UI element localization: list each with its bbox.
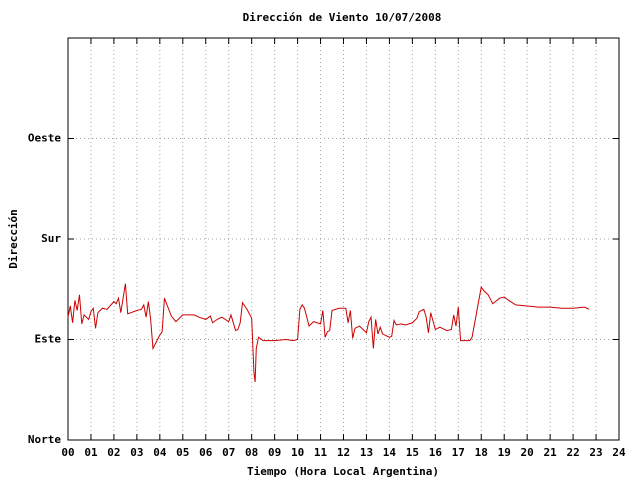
x-tick-label: 06	[199, 446, 213, 459]
x-tick-label: 14	[383, 446, 397, 459]
x-tick-label: 12	[337, 446, 350, 459]
x-tick-label: 01	[84, 446, 98, 459]
x-tick-label: 24	[612, 446, 626, 459]
x-tick-label: 19	[498, 446, 511, 459]
x-tick-label: 17	[452, 446, 465, 459]
x-tick-label: 22	[566, 446, 579, 459]
y-axis-label: Dirección	[7, 209, 20, 269]
y-tick-label: Sur	[41, 232, 61, 245]
data-line	[67, 283, 590, 382]
x-tick-label: 07	[222, 446, 235, 459]
x-tick-label: 10	[291, 446, 304, 459]
x-tick-label: 03	[130, 446, 143, 459]
x-tick-label: 18	[475, 446, 488, 459]
x-tick-label: 20	[521, 446, 534, 459]
x-tick-label: 05	[176, 446, 189, 459]
y-tick-label: Norte	[28, 433, 61, 446]
x-tick-label: 11	[314, 446, 328, 459]
x-tick-label: 00	[61, 446, 74, 459]
x-axis-label: Tiempo (Hora Local Argentina)	[247, 465, 439, 478]
x-tick-label: 16	[429, 446, 443, 459]
x-tick-label: 21	[544, 446, 558, 459]
x-tick-label: 09	[268, 446, 281, 459]
x-tick-label: 02	[107, 446, 120, 459]
x-tick-label: 04	[153, 446, 167, 459]
x-tick-label: 15	[406, 446, 419, 459]
y-tick-label: Oeste	[28, 132, 61, 145]
x-tick-label: 08	[245, 446, 258, 459]
x-tick-label: 13	[360, 446, 373, 459]
chart-title: Dirección de Viento 10/07/2008	[243, 11, 442, 24]
y-tick-label: Este	[35, 333, 62, 346]
plot-frame	[67, 37, 620, 441]
x-tick-label: 23	[589, 446, 602, 459]
